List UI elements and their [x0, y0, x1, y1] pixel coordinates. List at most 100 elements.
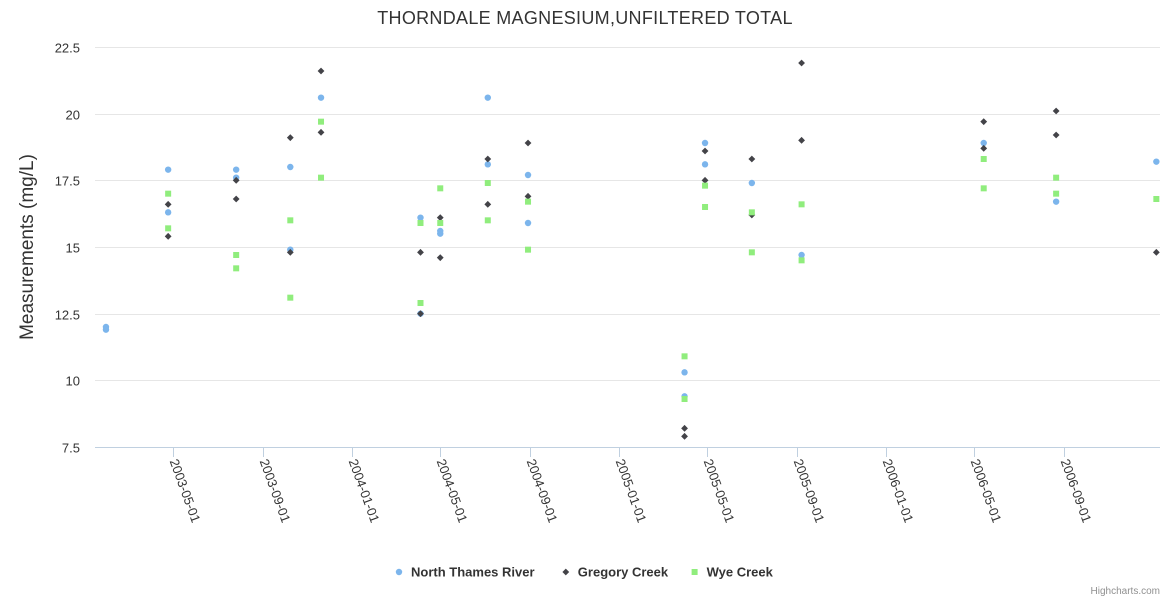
gregory-creek-point[interactable] [1152, 248, 1160, 256]
north-thames-river-point[interactable] [317, 94, 325, 101]
wye-creek-point[interactable] [318, 118, 325, 125]
wye-creek-point[interactable] [748, 249, 755, 256]
north-thames-river-point[interactable] [484, 161, 491, 168]
north-thames-river-point[interactable] [980, 139, 987, 147]
gregory-creek-point[interactable] [286, 134, 294, 142]
gregory-creek-point[interactable] [701, 147, 709, 155]
gregory-creek-point[interactable] [436, 214, 444, 222]
north-thames-river-point[interactable] [1052, 198, 1060, 205]
north-thames-river-point[interactable] [524, 171, 532, 179]
gregory-creek-point[interactable] [681, 424, 688, 432]
north-thames-river-point[interactable] [524, 219, 532, 227]
gregory-creek-point[interactable] [317, 128, 325, 136]
x-axis: 2003-05-01 2003-09-01 2004-01-01 2004-05-01… [95, 447, 1160, 525]
y-tick-label: 20 [66, 108, 80, 123]
wye-creek-point[interactable] [417, 220, 424, 226]
north-thames-river-point[interactable] [232, 166, 240, 173]
gregory-creek-point[interactable] [484, 155, 492, 163]
x-tick-label: 2004-01-01 [346, 457, 383, 525]
wye-creek-point[interactable] [980, 185, 987, 192]
wye-creek-point[interactable] [437, 185, 444, 192]
gregory-creek-point[interactable] [798, 59, 805, 67]
north-thames-river-point[interactable] [164, 209, 172, 216]
gregory-creek-point[interactable] [1052, 107, 1060, 115]
legend-symbol-north-thames-river[interactable] [395, 568, 403, 576]
legend-symbol-gregory-creek[interactable] [562, 568, 570, 576]
gregory-creek-point[interactable] [164, 232, 172, 240]
gregory-creek-point[interactable] [748, 155, 756, 163]
wye-creek-point[interactable] [525, 198, 532, 205]
gregory-creek-point[interactable] [980, 144, 988, 152]
wye-creek-point[interactable] [165, 225, 172, 232]
gregory-creek-point[interactable] [701, 176, 709, 184]
wye-creek-point[interactable] [484, 180, 491, 186]
wye-creek-point[interactable] [681, 353, 688, 360]
x-tick-label: 2006-05-01 [968, 457, 1005, 525]
wye-creek-point[interactable] [233, 252, 240, 258]
north-thames-river-point[interactable] [798, 251, 805, 259]
wye-creek-point[interactable] [702, 182, 709, 189]
wye-creek-point[interactable] [1053, 190, 1060, 197]
gregory-creek-point[interactable] [286, 248, 294, 256]
north-thames-river-point[interactable] [681, 369, 688, 376]
gregory-creek-point[interactable] [1052, 131, 1060, 139]
wye-creek-point[interactable] [798, 201, 805, 208]
wye-creek-point[interactable] [1053, 174, 1060, 181]
wye-creek-point[interactable] [287, 217, 294, 224]
wye-creek-point[interactable] [287, 294, 294, 301]
legend-label: Gregory Creek [578, 565, 669, 580]
wye-creek-point[interactable] [165, 190, 172, 197]
gregory-creek-point[interactable] [980, 118, 988, 126]
north-thames-river-point[interactable] [437, 230, 444, 237]
north-thames-river-point[interactable] [484, 94, 491, 101]
gregory-creek-point[interactable] [484, 200, 492, 208]
gregory-creek-point[interactable] [232, 195, 240, 203]
plot-area [102, 59, 1160, 440]
y-tick-label: 10 [66, 374, 80, 389]
north-thames-river-point[interactable] [287, 163, 294, 171]
wye-creek-point[interactable] [437, 220, 444, 226]
series-north-thames-river [102, 94, 1160, 400]
gregory-creek-point[interactable] [681, 432, 688, 440]
x-tick-label: 2004-09-01 [524, 457, 561, 525]
north-thames-river-point[interactable] [417, 214, 424, 221]
gregory-creek-point[interactable] [524, 139, 532, 147]
wye-creek-point[interactable] [417, 300, 424, 306]
chart-title: THORNDALE MAGNESIUM,UNFILTERED TOTAL [377, 8, 793, 28]
wye-creek-point[interactable] [233, 265, 240, 272]
wye-creek-point[interactable] [484, 217, 491, 224]
gregory-creek-point[interactable] [164, 200, 172, 208]
wye-creek-point[interactable] [1153, 196, 1160, 202]
wye-creek-point[interactable] [798, 257, 805, 264]
gregory-creek-point[interactable] [232, 176, 240, 184]
credits-link[interactable]: Highcharts.com [1091, 586, 1160, 597]
wye-creek-point[interactable] [748, 209, 755, 216]
north-thames-river-point[interactable] [102, 326, 110, 333]
gregory-creek-point[interactable] [436, 254, 444, 262]
gregory-creek-point[interactable] [317, 67, 325, 75]
north-thames-river-point[interactable] [701, 139, 709, 147]
legend-item-gregory-creek[interactable]: Gregory Creek [562, 565, 669, 580]
wye-creek-point[interactable] [318, 174, 325, 181]
north-thames-river-point[interactable] [1153, 158, 1160, 165]
gregory-creek-point[interactable] [798, 136, 805, 144]
y-tick-label: 22.5 [55, 41, 80, 56]
gregory-creek-point[interactable] [524, 192, 532, 200]
gregory-creek-point[interactable] [417, 310, 424, 318]
wye-creek-point[interactable] [681, 396, 688, 402]
legend-symbol-wye-creek[interactable] [691, 569, 698, 575]
legend-item-north-thames-river[interactable]: North Thames River [395, 565, 535, 580]
y-tick-label: 15 [66, 241, 80, 256]
gregory-creek-point[interactable] [417, 248, 424, 256]
wye-creek-point[interactable] [980, 156, 987, 162]
north-thames-river-point[interactable] [748, 179, 756, 187]
x-tick-label: 2003-09-01 [257, 457, 294, 525]
series-gregory-creek [164, 59, 1160, 440]
wye-creek-point[interactable] [525, 246, 532, 253]
north-thames-river-point[interactable] [164, 166, 172, 173]
wye-creek-point[interactable] [702, 204, 709, 210]
x-tick-label: 2006-09-01 [1058, 457, 1095, 525]
legend-item-wye-creek[interactable]: Wye Creek [691, 565, 774, 580]
north-thames-river-point[interactable] [701, 161, 709, 168]
legend[interactable]: North Thames River Gregory Creek Wye Creek [395, 565, 774, 580]
